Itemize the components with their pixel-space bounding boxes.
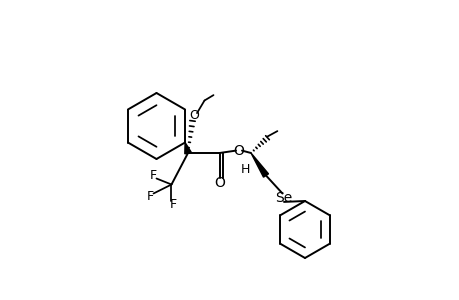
Text: F: F — [150, 169, 157, 182]
Text: H: H — [241, 163, 250, 176]
Polygon shape — [251, 153, 268, 177]
Text: O: O — [232, 144, 243, 158]
Text: F: F — [169, 197, 176, 211]
Text: Se: Se — [275, 191, 292, 205]
Text: O: O — [213, 176, 224, 190]
Text: O: O — [189, 109, 198, 122]
Text: F: F — [146, 190, 154, 203]
Polygon shape — [185, 142, 191, 154]
